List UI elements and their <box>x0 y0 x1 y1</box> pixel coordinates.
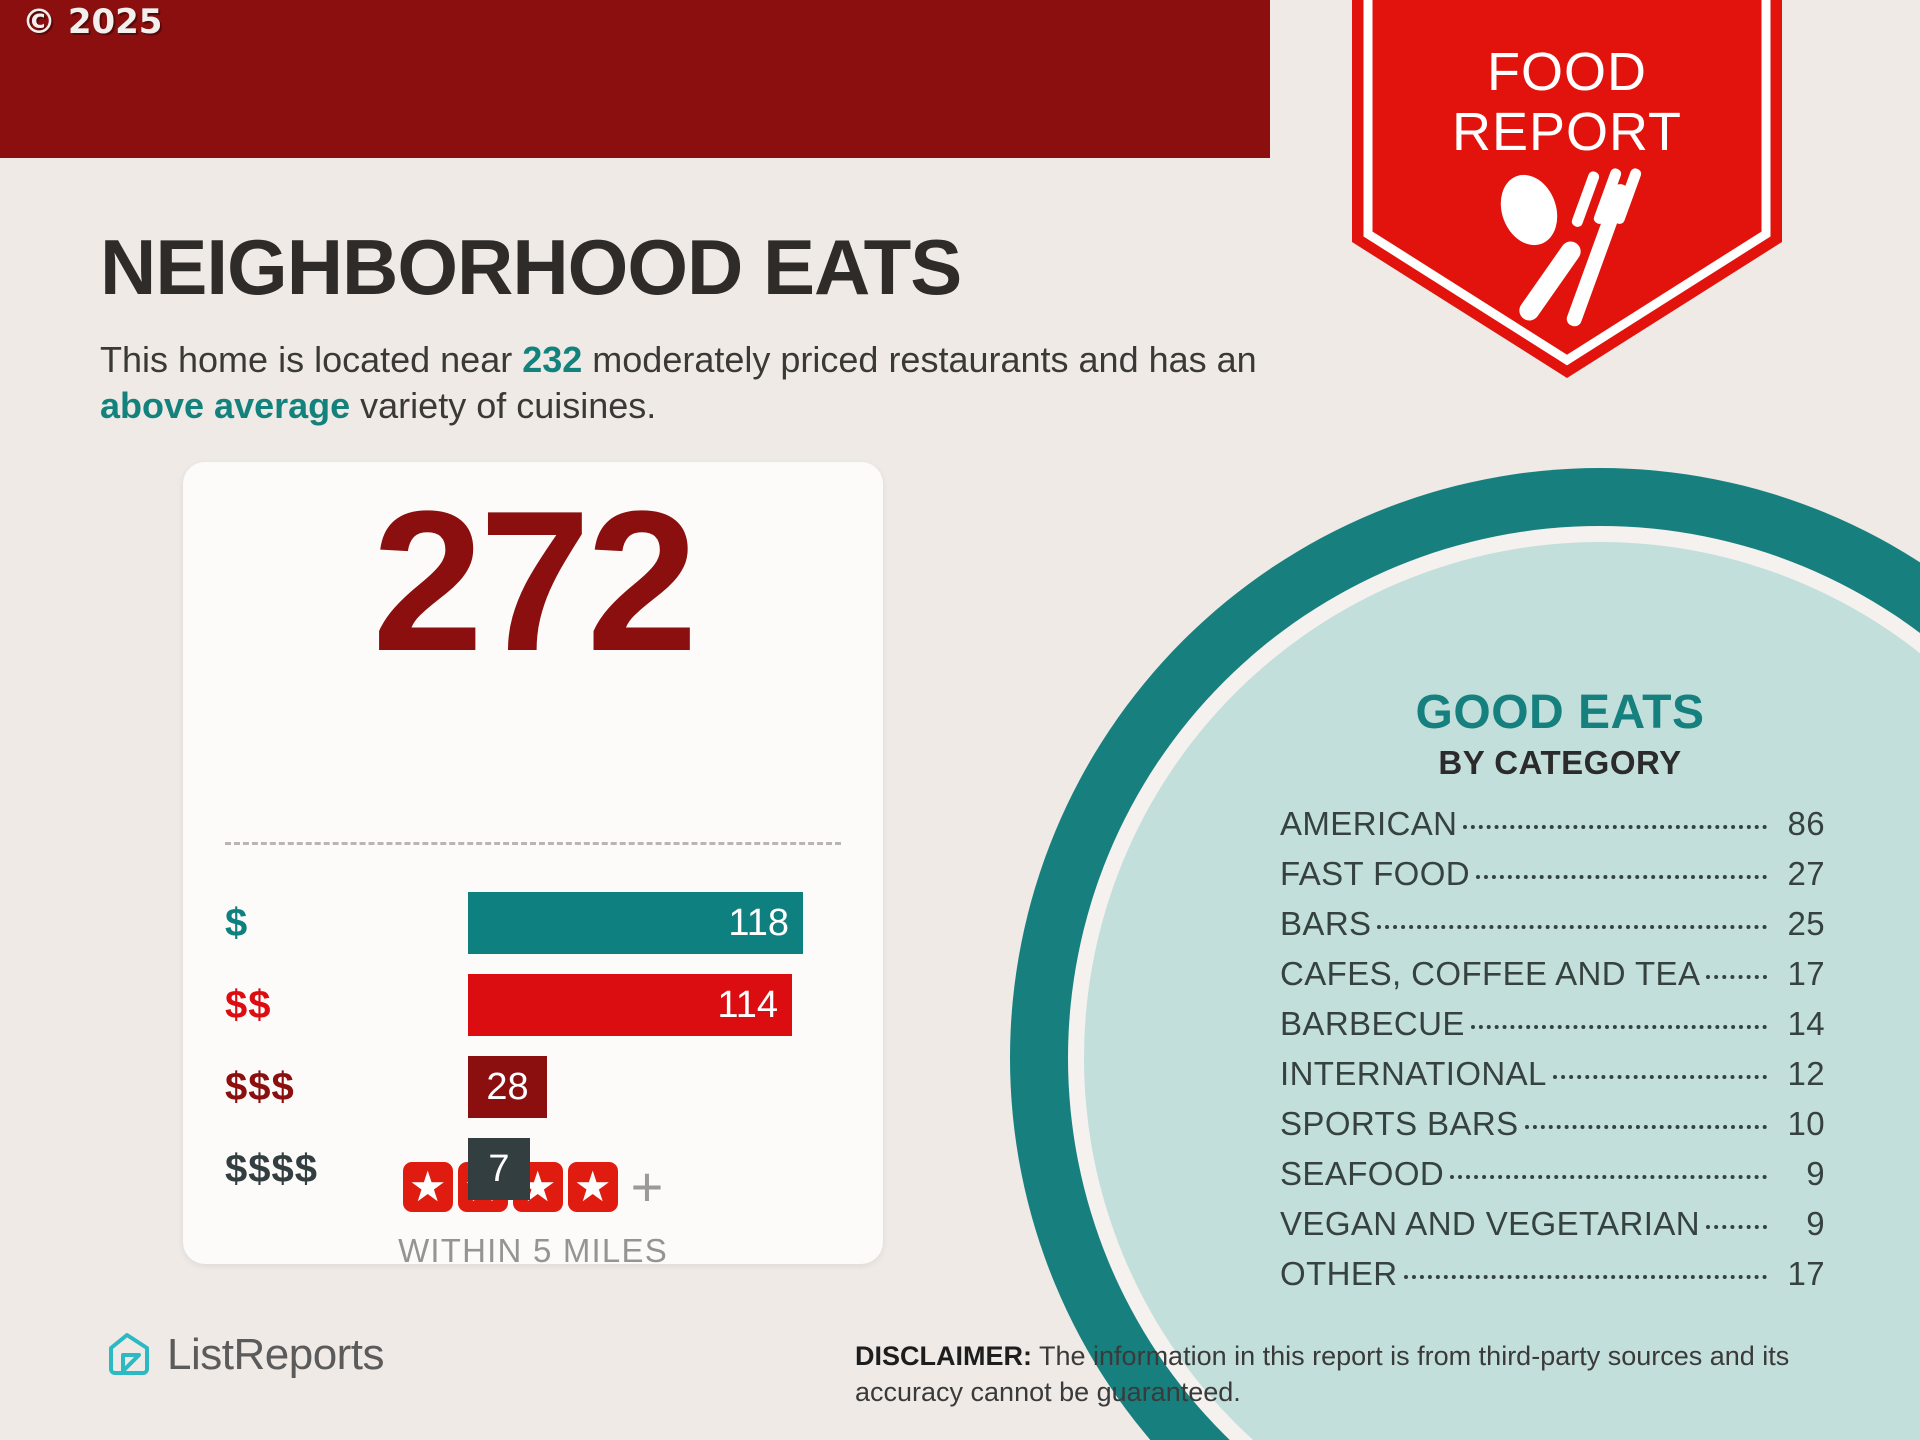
summary-middle: moderately priced restaurants and has an <box>582 339 1257 380</box>
leader-dots <box>1524 1125 1767 1129</box>
leader-dots <box>1552 1075 1767 1079</box>
brand-name: ListReports <box>167 1330 385 1379</box>
summary-quality: above average <box>100 385 351 426</box>
bar-segment: 28 <box>468 1056 547 1118</box>
bar-value-label: 114 <box>717 983 778 1026</box>
leader-dots <box>1706 975 1767 979</box>
bar-row: $$$$ 7 <box>183 1128 883 1210</box>
category-count: 25 <box>1787 905 1825 942</box>
category-name: BARS <box>1280 905 1372 942</box>
badge-shape <box>1352 0 1782 378</box>
star-plus-label: + <box>630 1155 664 1218</box>
category-name: FAST FOOD <box>1280 855 1471 892</box>
category-row: INTERNATIONAL 12 <box>1280 1055 1825 1105</box>
bar-row: $$ 114 <box>183 964 883 1046</box>
category-count: 27 <box>1787 855 1825 892</box>
food-report-badge: FOOD REPORT <box>1352 0 1782 378</box>
category-row: OTHER 17 <box>1280 1255 1825 1305</box>
bar-segment: 114 <box>468 974 792 1036</box>
bar-segment: 118 <box>468 892 803 954</box>
category-name: INTERNATIONAL <box>1280 1055 1547 1092</box>
category-name: CAFES, COFFEE AND TEA <box>1280 955 1701 992</box>
good-eats-category-list: AMERICAN 86 FAST FOOD 27 BARS 25 CAFES, COFFEE… <box>1280 805 1825 1305</box>
bar-row: $$$ 28 <box>183 1046 883 1128</box>
good-eats-heading-block: GOOD EATS BY CATEGORY <box>1280 685 1840 782</box>
copyright-label: © 2025 <box>22 2 163 42</box>
star-glyph: ★ <box>573 1163 612 1210</box>
bar-value-label: 28 <box>486 1065 529 1108</box>
bar-category-label: $ <box>225 900 249 945</box>
category-name: SPORTS BARS <box>1280 1105 1519 1142</box>
leader-dots <box>1470 1025 1767 1029</box>
leader-dots <box>1377 925 1767 929</box>
category-row: BARS 25 <box>1280 905 1825 955</box>
within-radius-caption: WITHIN 5 MILES <box>398 1232 668 1269</box>
star-icon: ★ <box>402 1162 453 1212</box>
star-glyph: ★ <box>408 1163 447 1210</box>
category-row: SPORTS BARS 10 <box>1280 1105 1825 1155</box>
category-count: 14 <box>1787 1005 1825 1042</box>
fork-and-spoon-icon <box>1500 168 1642 327</box>
category-count: 12 <box>1787 1055 1825 1092</box>
disclaimer: DISCLAIMER: The information in this repo… <box>855 1338 1835 1410</box>
category-count: 17 <box>1787 1255 1825 1292</box>
header-bar <box>0 0 1270 158</box>
category-count: 86 <box>1787 805 1825 842</box>
summary-count: 232 <box>522 339 583 380</box>
disclaimer-label: DISCLAIMER: <box>855 1341 1032 1371</box>
category-count: 17 <box>1787 955 1825 992</box>
category-row: CAFES, COFFEE AND TEA 17 <box>1280 955 1825 1005</box>
card-divider <box>225 842 841 845</box>
leader-dots <box>1403 1275 1767 1279</box>
leader-dots <box>1476 875 1767 879</box>
disclaimer-text: The information in this report is from t… <box>855 1341 1790 1407</box>
bar-category-label: $$ <box>225 982 272 1027</box>
total-restaurants-value: 272 <box>372 470 698 693</box>
listreports-logo-icon <box>109 1333 149 1375</box>
leader-dots <box>1450 1175 1767 1179</box>
category-row: AMERICAN 86 <box>1280 805 1825 855</box>
good-eats-circle-panel <box>1010 468 1920 1440</box>
category-row: FAST FOOD 27 <box>1280 855 1825 905</box>
category-count: 9 <box>1806 1205 1825 1242</box>
category-name: VEGAN AND VEGETARIAN <box>1280 1205 1700 1242</box>
summary-after: variety of cuisines. <box>350 385 657 426</box>
category-row: BARBECUE 14 <box>1280 1005 1825 1055</box>
good-eats-title: GOOD EATS <box>1415 686 1705 739</box>
category-name: OTHER <box>1280 1255 1398 1292</box>
category-row: SEAFOOD 9 <box>1280 1155 1825 1205</box>
restaurant-stat-card: 272 ★★★★+ WITHIN 5 MILES $118$$114$$$28$… <box>183 462 883 1269</box>
bar-category-label: $$$ <box>225 1064 295 1109</box>
category-count: 10 <box>1787 1105 1825 1142</box>
bar-category-label: $$$$ <box>225 1146 318 1191</box>
category-name: SEAFOOD <box>1280 1155 1445 1192</box>
category-count: 9 <box>1806 1155 1825 1192</box>
price-level-bar-chart: $118 $$ 114 $$$ 28 $$$$ 7 <box>183 882 883 1210</box>
summary-text: This home is located near 232 moderately… <box>100 337 1330 429</box>
bar-segment: 7 <box>468 1138 530 1200</box>
bar-value-label: 118 <box>728 901 789 944</box>
page-title: NEIGHBORHOOD EATS <box>100 223 962 311</box>
good-eats-subtitle: BY CATEGORY <box>1438 744 1682 781</box>
star-icon: ★ <box>567 1162 618 1212</box>
leader-dots <box>1705 1225 1767 1229</box>
bar-row: $118 <box>183 882 883 964</box>
category-row: VEGAN AND VEGETARIAN 9 <box>1280 1205 1825 1255</box>
category-name: BARBECUE <box>1280 1005 1465 1042</box>
listreports-brand: ListReports <box>105 1330 385 1380</box>
summary-before: This home is located near <box>100 339 523 380</box>
bar-value-label: 7 <box>488 1147 510 1190</box>
leader-dots <box>1463 825 1767 829</box>
category-name: AMERICAN <box>1280 805 1458 842</box>
